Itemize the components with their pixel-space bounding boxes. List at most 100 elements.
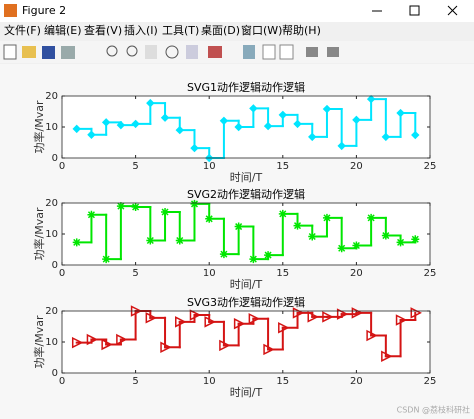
- marker: [278, 209, 287, 218]
- marker: [307, 311, 319, 323]
- marker: [322, 311, 334, 323]
- marker: [175, 316, 187, 328]
- x-tick-label: 5: [132, 161, 138, 172]
- marker: [219, 116, 229, 126]
- x-axis-label: 时间/T: [230, 171, 263, 184]
- x-tick-label: 0: [59, 376, 65, 387]
- marker: [278, 110, 288, 120]
- marker: [381, 132, 391, 142]
- y-axis-label: 功率/Mvar: [32, 315, 46, 368]
- tool-pan[interactable]: [145, 45, 157, 59]
- x-tick-label: 20: [350, 376, 363, 387]
- tool-open[interactable]: [22, 46, 36, 58]
- marker: [219, 339, 231, 352]
- marker: [336, 308, 349, 320]
- marker: [204, 316, 216, 328]
- x-tick-label: 10: [203, 161, 216, 172]
- x-tick-label: 10: [203, 268, 216, 279]
- maximize-button[interactable]: [409, 5, 420, 16]
- marker: [352, 241, 361, 250]
- marker: [249, 255, 258, 264]
- marker: [352, 115, 361, 125]
- marker: [160, 113, 170, 122]
- chart-title: SVG3动作逻辑动作逻辑: [187, 295, 305, 309]
- marker: [381, 231, 390, 240]
- tool-link[interactable]: [243, 45, 255, 59]
- tool-datatip[interactable]: [186, 45, 198, 59]
- x-tick-label: 0: [59, 268, 65, 279]
- x-tick-label: 5: [132, 376, 138, 387]
- marker: [190, 199, 199, 208]
- tool-hide-plot[interactable]: [306, 47, 318, 57]
- marker: [248, 313, 261, 325]
- marker: [146, 98, 155, 108]
- marker: [175, 125, 184, 135]
- menu-bar: 文件(F) 编辑(E) 查看(V) 插入(I) 工具(T) 桌面(D) 窗口(W) 帮助(H): [4, 23, 321, 37]
- tool-save[interactable]: [42, 46, 55, 59]
- toolbar-icons: [3, 44, 339, 60]
- marker: [72, 238, 81, 247]
- marker: [322, 213, 331, 222]
- tool-show-plot[interactable]: [327, 47, 339, 57]
- tool-rotate[interactable]: [165, 45, 179, 59]
- y-tick-label: 20: [45, 198, 58, 209]
- marker: [87, 130, 96, 139]
- marker: [308, 132, 317, 142]
- marker: [160, 341, 172, 353]
- plot-area: [62, 311, 430, 373]
- x-tick-label: 15: [276, 376, 289, 387]
- tool-zoom-in[interactable]: [106, 45, 118, 57]
- x-tick-label: 20: [350, 161, 363, 172]
- marker: [249, 104, 258, 113]
- marker: [278, 322, 290, 334]
- axes-box: [61, 202, 431, 266]
- marker: [308, 232, 317, 241]
- menu-item[interactable]: 窗口(W): [241, 23, 282, 37]
- marker: [263, 121, 273, 131]
- menu-item[interactable]: 查看(V): [84, 23, 122, 37]
- tool-zoom-out[interactable]: [126, 45, 138, 57]
- marker: [175, 236, 184, 245]
- marker: [219, 250, 228, 259]
- menu-item[interactable]: 帮助(H): [282, 23, 321, 37]
- menu-item[interactable]: 桌面(D): [201, 24, 240, 37]
- tool-brush[interactable]: [208, 46, 222, 58]
- x-tick-label: 25: [424, 161, 437, 172]
- close-button[interactable]: [447, 5, 458, 16]
- y-axis-label: 功率/Mvar: [32, 207, 46, 260]
- y-tick-label: 10: [45, 337, 58, 348]
- marker: [233, 317, 246, 330]
- x-tick-label: 25: [424, 376, 437, 387]
- tool-insert-legend[interactable]: [279, 44, 294, 60]
- toolbar: [0, 41, 474, 63]
- x-axis-label: 时间/T: [230, 386, 263, 399]
- tool-print[interactable]: [61, 46, 75, 59]
- watermark: CSDN @荔枝科研社: [397, 405, 470, 415]
- chart-title: SVG2动作逻辑动作逻辑: [187, 187, 305, 201]
- marker: [396, 238, 405, 247]
- tool-new[interactable]: [3, 44, 17, 60]
- marker: [101, 338, 113, 351]
- x-tick-label: 15: [276, 268, 289, 279]
- menu-item[interactable]: 插入(I): [124, 23, 158, 37]
- app-icon: [4, 4, 17, 17]
- marker: [190, 143, 199, 153]
- y-tick-label: 0: [52, 153, 58, 164]
- menu-item[interactable]: 编辑(E): [44, 23, 82, 37]
- marker: [87, 210, 96, 219]
- x-tick-label: 25: [424, 268, 437, 279]
- axes-box: [61, 95, 431, 159]
- menu-item[interactable]: 工具(T): [162, 24, 199, 37]
- menu-item[interactable]: 文件(F): [4, 23, 41, 37]
- marker: [189, 309, 202, 321]
- x-tick-label: 5: [132, 268, 138, 279]
- marker: [101, 118, 111, 127]
- tool-insert-colorbar[interactable]: [262, 44, 276, 60]
- marker: [293, 221, 302, 230]
- marker: [145, 312, 157, 324]
- y-tick-label: 10: [45, 122, 58, 133]
- marker: [234, 222, 243, 231]
- marker: [131, 119, 140, 129]
- plot-area: [62, 203, 430, 265]
